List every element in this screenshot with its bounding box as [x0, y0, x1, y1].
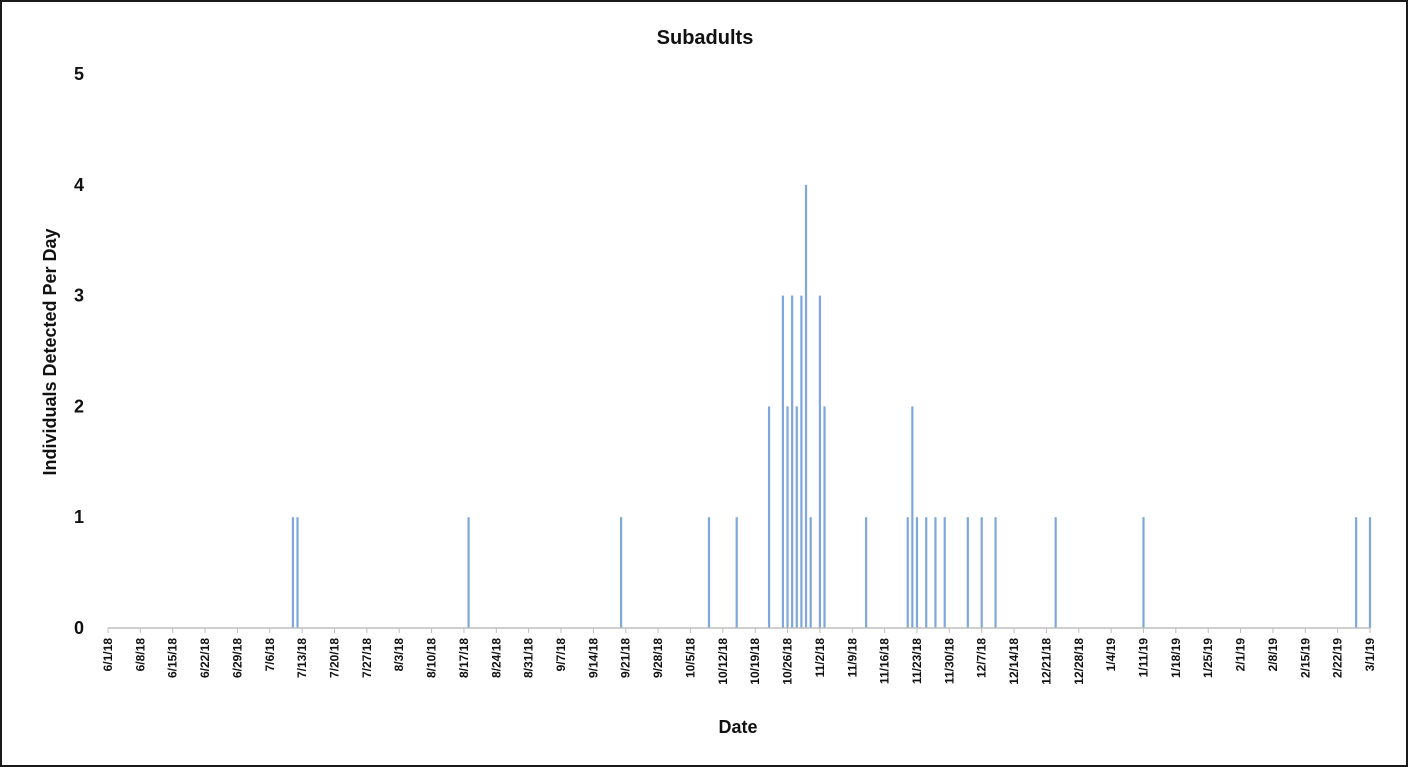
- bar: [791, 295, 794, 628]
- bar: [925, 517, 928, 628]
- y-tick-label: 4: [74, 175, 84, 195]
- bar: [906, 517, 909, 628]
- y-tick-label: 1: [74, 507, 84, 527]
- bar: [1355, 517, 1358, 628]
- x-tick-label: 12/14/18: [1007, 638, 1021, 685]
- x-tick-label: 1/18/19: [1169, 638, 1183, 678]
- x-tick-label: 7/6/18: [263, 638, 277, 672]
- x-tick-label: 6/29/18: [230, 638, 244, 678]
- bar: [620, 517, 623, 628]
- bar: [291, 517, 295, 628]
- bar: [915, 517, 919, 628]
- x-tick-label: 10/19/18: [748, 638, 762, 685]
- x-tick-label: 7/27/18: [360, 638, 374, 678]
- x-tick-label: 10/5/18: [683, 638, 697, 678]
- bar: [767, 406, 771, 628]
- x-tick-label: 8/17/18: [457, 638, 471, 678]
- x-tick-label: 6/15/18: [166, 638, 180, 678]
- y-tick-label: 2: [74, 396, 84, 416]
- x-tick-label: 8/24/18: [489, 638, 503, 678]
- bar: [980, 517, 983, 628]
- chart-title: Subadults: [657, 27, 754, 49]
- x-axis-label: Date: [718, 717, 757, 737]
- x-tick-label: 8/3/18: [392, 638, 406, 672]
- x-tick-label: 7/13/18: [295, 638, 309, 678]
- x-axis-ticks: 6/1/18 6/8/18 6/15/18 6/22/18 6/29/18 7/6/18 7…: [101, 628, 1377, 685]
- bar: [795, 406, 798, 628]
- x-tick-label: 6/1/18: [101, 638, 115, 672]
- x-tick-label: 1/4/19: [1104, 638, 1118, 672]
- x-tick-label: 12/21/18: [1039, 638, 1053, 685]
- x-tick-label: 2/8/19: [1266, 638, 1280, 672]
- bar: [786, 406, 789, 628]
- y-tick-label: 0: [74, 618, 84, 638]
- y-tick-label: 3: [74, 286, 84, 306]
- bar: [994, 517, 997, 628]
- bar: [818, 295, 821, 628]
- y-axis-ticks: 0 1 2 3 4 5: [74, 64, 84, 638]
- x-tick-label: 10/26/18: [781, 638, 795, 685]
- y-axis-label: Individuals Detected Per Day: [40, 228, 60, 475]
- bar: [1368, 517, 1372, 628]
- bars: [291, 184, 1372, 629]
- x-tick-label: 7/20/18: [328, 638, 342, 678]
- x-tick-label: 1/25/19: [1201, 638, 1215, 678]
- x-tick-label: 2/1/19: [1234, 638, 1248, 672]
- x-tick-label: 10/12/18: [716, 638, 730, 685]
- bar: [943, 517, 946, 628]
- x-tick-label: 11/23/18: [910, 638, 924, 684]
- bar: [966, 517, 969, 628]
- x-tick-label: 9/28/18: [651, 638, 665, 678]
- x-tick-label: 2/22/19: [1331, 638, 1345, 678]
- x-tick-label: 8/31/18: [522, 638, 536, 678]
- bar: [1054, 517, 1057, 628]
- x-tick-label: 6/8/18: [133, 638, 147, 672]
- bar: [707, 517, 711, 628]
- bar: [781, 295, 785, 628]
- x-tick-label: 3/1/19: [1363, 638, 1377, 672]
- x-tick-label: 2/15/19: [1298, 638, 1312, 678]
- x-tick-label: 8/10/18: [425, 638, 439, 678]
- x-tick-label: 11/30/18: [942, 638, 956, 684]
- x-tick-label: 9/7/18: [554, 638, 568, 672]
- x-tick-label: 1/11/19: [1136, 638, 1150, 678]
- bar: [735, 517, 738, 628]
- x-tick-label: 12/7/18: [975, 638, 989, 678]
- bar: [911, 406, 914, 628]
- x-tick-label: 11/2/18: [813, 638, 827, 678]
- bar: [865, 517, 868, 628]
- x-tick-label: 11/9/18: [845, 638, 859, 678]
- bar: [934, 517, 937, 628]
- x-tick-label: 11/16/18: [878, 638, 892, 684]
- bar: [1142, 517, 1145, 628]
- y-tick-label: 5: [74, 64, 84, 84]
- bar: [823, 406, 826, 628]
- bar: [804, 184, 808, 629]
- bar: [800, 295, 803, 628]
- bar: [296, 517, 299, 628]
- x-tick-label: 6/22/18: [198, 638, 212, 678]
- bar: [809, 517, 812, 628]
- bar: [467, 517, 470, 628]
- x-tick-label: 12/28/18: [1072, 638, 1086, 685]
- x-tick-label: 9/14/18: [586, 638, 600, 678]
- x-tick-label: 9/21/18: [619, 638, 633, 678]
